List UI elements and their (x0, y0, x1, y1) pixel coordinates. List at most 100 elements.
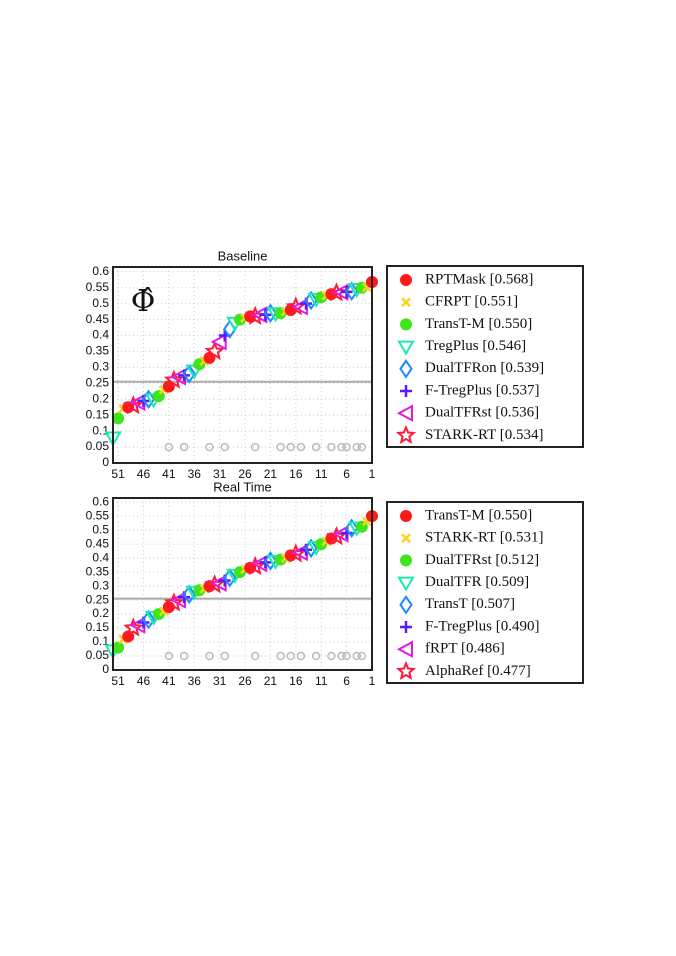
point (263, 303, 278, 323)
legend-label: CFRPT [0.551] (425, 294, 518, 310)
gray-point (276, 651, 285, 661)
point (315, 538, 328, 551)
legend-label: RPTMask [0.568] (425, 271, 533, 287)
gray-point (164, 442, 174, 452)
point (163, 369, 184, 389)
point (326, 282, 347, 302)
point (344, 281, 359, 301)
legend-box (386, 501, 584, 684)
legend-marker (400, 554, 412, 567)
point (233, 566, 246, 579)
y-tick-label: 0.6 (92, 494, 109, 508)
gray-point (250, 651, 260, 661)
gray-point (311, 442, 321, 452)
gray-point (179, 651, 189, 661)
y-tick-label: 0.4 (92, 328, 109, 342)
gray-point (337, 442, 346, 452)
legend-marker (396, 404, 413, 422)
point (263, 551, 278, 571)
point (163, 592, 184, 612)
gray-point (337, 651, 346, 661)
point (123, 394, 144, 415)
point (112, 412, 125, 425)
legend-marker (395, 424, 417, 445)
legend-label: TransT-M [0.550] (425, 507, 532, 523)
y-tick-label: 0.35 (86, 564, 110, 578)
x-tick-label: 16 (289, 674, 303, 688)
legend-marker (400, 318, 412, 331)
point (152, 608, 165, 621)
y-tick-label: 0 (102, 662, 109, 676)
gray-point (286, 442, 295, 452)
point (223, 567, 237, 588)
gray-point (205, 442, 214, 452)
point (245, 555, 266, 576)
y-tick-label: 0.55 (86, 280, 110, 294)
point (182, 584, 196, 605)
y-tick-label: 0.4 (92, 550, 109, 564)
x-tick-label: 41 (162, 467, 176, 481)
axes-box (112, 497, 373, 671)
point (204, 574, 225, 594)
legend-label: STARK-RT [0.531] (425, 530, 543, 546)
gray-point (250, 442, 260, 452)
x-tick-label: 51 (111, 674, 125, 688)
x-tick-label: 26 (238, 674, 252, 688)
point (182, 363, 196, 384)
x-tick-label: 6 (343, 674, 350, 688)
x-tick-label: 1 (369, 674, 376, 688)
y-tick-label: 0.15 (86, 620, 110, 634)
x-tick-label: 31 (213, 467, 227, 481)
legend-label: DualTFRst [0.512] (425, 552, 539, 568)
legend-marker (400, 385, 412, 397)
gray-point (164, 651, 174, 661)
legend-label: TransT-M [0.550] (425, 316, 532, 332)
x-tick-label: 11 (315, 467, 328, 481)
x-tick-label: 46 (137, 467, 151, 481)
gray-point (296, 442, 306, 452)
axes-box (112, 266, 373, 464)
y-tick-label: 0.55 (86, 508, 110, 522)
gray-point (352, 651, 362, 661)
y-tick-label: 0.35 (86, 344, 110, 358)
y-tick-label: 0.2 (92, 606, 109, 620)
legend-label: fRPT [0.486] (425, 641, 505, 657)
y-tick-label: 0.25 (86, 375, 110, 389)
chart-title: Real Time (213, 479, 272, 494)
legend-marker (401, 533, 411, 544)
x-tick-label: 41 (162, 674, 176, 688)
point (141, 609, 156, 630)
legend-label: DualTFRst [0.536] (425, 405, 539, 421)
legend-label: AlphaRef [0.477] (425, 663, 531, 679)
gray-point (357, 651, 367, 661)
x-tick-label: 11 (315, 674, 328, 688)
y-tick-label: 0 (102, 455, 109, 469)
legend-marker (400, 510, 412, 522)
point (304, 538, 318, 559)
x-tick-label: 1 (369, 467, 376, 481)
legend-marker (400, 621, 412, 633)
gray-point (179, 442, 189, 452)
gray-point (357, 442, 367, 452)
x-tick-label: 51 (111, 467, 125, 481)
point (141, 389, 156, 410)
gray-point (311, 651, 321, 661)
y-tick-label: 0.2 (92, 391, 109, 405)
legend-marker (401, 297, 411, 308)
x-tick-label: 36 (188, 467, 202, 481)
y-tick-label: 0.6 (92, 264, 109, 278)
x-tick-label: 21 (264, 467, 278, 481)
y-tick-label: 0.5 (92, 296, 109, 310)
legend-label: STARK-RT [0.534] (425, 427, 543, 443)
y-tick-label: 0.45 (86, 312, 110, 326)
point (304, 290, 318, 311)
legend-label: TregPlus [0.546] (425, 338, 526, 354)
legend-label: DualTFR [0.509] (425, 574, 529, 590)
point (285, 543, 306, 563)
legend-box (386, 265, 584, 448)
y-tick-label: 0.5 (92, 522, 109, 536)
annotation: Φ̂ (131, 284, 156, 319)
legend-marker (399, 595, 413, 615)
legend-marker (399, 359, 413, 379)
